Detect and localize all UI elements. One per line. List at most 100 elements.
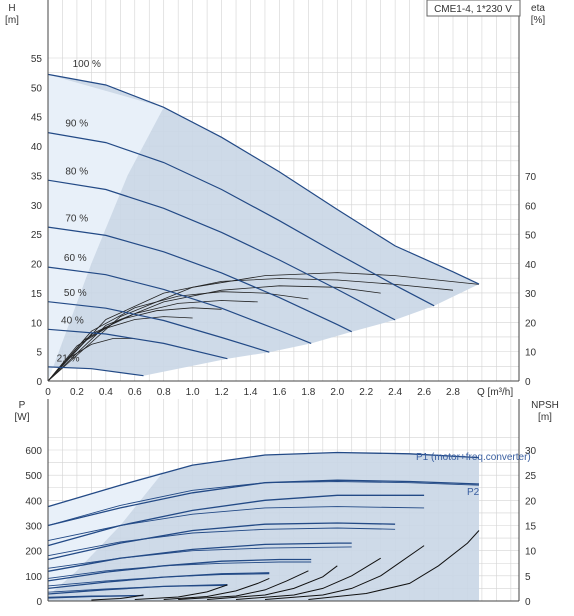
top-right-tick-label: 40 [525, 260, 537, 271]
operating-range-area [48, 74, 479, 381]
top-left-tick-label: 10 [31, 318, 43, 329]
x-tick-label: 1.4 [244, 387, 258, 398]
low-flow-zone-fill [48, 74, 164, 381]
head-curve-5 [47, 301, 270, 353]
top-left-tick-label: 30 [31, 201, 43, 212]
x-tick-label: 0.8 [157, 387, 171, 398]
x-tick-label: 1.2 [215, 387, 229, 398]
top-y-axis-label: H [8, 3, 15, 14]
npsh-curve-7 [91, 594, 144, 601]
bottom-left-tick-label: 600 [25, 446, 42, 457]
x-tick-label: 0.4 [99, 387, 113, 398]
x-tick-label: 2.6 [417, 387, 431, 398]
head-curve-1 [47, 132, 435, 307]
top-left-tick-label: 35 [31, 171, 43, 182]
bottom-right-axis-unit: [m] [538, 412, 552, 423]
top-right-tick-label: 0 [525, 377, 531, 388]
bottom-chart-marks [47, 451, 480, 601]
p1-series-label: P1 (motor+freq.converter) [416, 452, 531, 463]
operating-range-fill [48, 74, 479, 376]
speed-label-5: 50 % [64, 288, 87, 299]
bottom-right-tick-label: 15 [525, 522, 537, 533]
bottom-right-tick-label: 20 [525, 496, 537, 507]
top-right-tick-label: 70 [525, 172, 537, 183]
eta-curve-6 [47, 316, 193, 382]
head-curve-4 [47, 266, 312, 344]
top-left-tick-label: 55 [31, 54, 43, 65]
p1-curve-4 [47, 542, 352, 572]
chart-title-box [426, 0, 521, 17]
eta-curve-0 [47, 272, 480, 382]
p2-curve-2 [47, 527, 396, 557]
bottom-y-axis-unit: [W] [15, 412, 30, 423]
p1-curve-1 [47, 479, 480, 527]
npsh-curve-0 [308, 530, 480, 600]
top-left-tick-label: 5 [36, 348, 42, 359]
x-tick-label: 2.0 [330, 387, 344, 398]
npsh-curve-2 [235, 557, 381, 600]
speed-label-0: 100 % [73, 59, 101, 70]
top-right-axis-label: eta [531, 3, 545, 14]
bottom-right-tick-label: 30 [525, 446, 537, 457]
x-tick-label: 2.4 [388, 387, 402, 398]
p2-series-label: P2 [467, 487, 480, 498]
bottom-left-tick-label: 300 [25, 522, 42, 533]
bottom-left-tick-label: 400 [25, 496, 42, 507]
head-curve-6 [47, 328, 228, 360]
x-tick-label: 1.6 [272, 387, 286, 398]
chart-title: CME1-4, 1*230 V [434, 4, 512, 15]
eta-curve-7 [47, 338, 135, 382]
bottom-left-tick-label: 100 [25, 572, 42, 583]
p2-curve-3 [47, 546, 352, 569]
bottom-right-axis-label: NPSH [531, 400, 559, 411]
p1-curve-3 [47, 522, 396, 561]
top-right-tick-label: 20 [525, 318, 537, 329]
x-tick-label: 1.8 [301, 387, 315, 398]
top-left-tick-label: 25 [31, 230, 43, 241]
x-tick-label: 1.0 [186, 387, 200, 398]
p1-curve-7 [47, 583, 228, 595]
top-right-tick-label: 30 [525, 289, 537, 300]
top-chart-marks: 100 % 90 % 80 % 70 % 60 % 50 % 40 % 21 % [47, 59, 480, 382]
bottom-left-tick-label: 0 [36, 597, 42, 608]
npsh-curve-4 [178, 570, 309, 600]
bottom-right-tick-label: 25 [525, 471, 537, 482]
x-tick-label: 2.8 [446, 387, 460, 398]
head-curve-3 [47, 226, 352, 333]
head-curve-0 [47, 73, 480, 285]
bottom-right-tick-label: 10 [525, 547, 537, 558]
x-tick-label: 0.6 [128, 387, 142, 398]
p1-curve-6 [47, 572, 270, 590]
top-left-tick-label: 40 [31, 142, 43, 153]
npsh-curve-6 [134, 584, 228, 600]
top-y-axis-unit: [m] [5, 15, 19, 26]
speed-label-2: 80 % [65, 166, 88, 177]
head-curve-2 [47, 179, 396, 321]
top-right-tick-label: 60 [525, 201, 537, 212]
bottom-axes: 0 100 200 300 400 500 600 0 5 10 15 20 25 30 [25, 399, 537, 608]
x-axis-label: Q [m³/h] [477, 387, 513, 398]
eta-curve-2 [47, 285, 381, 382]
top-left-tick-label: 45 [31, 113, 43, 124]
bottom-left-tick-label: 500 [25, 471, 42, 482]
eta-curve-3 [47, 291, 309, 382]
speed-label-4: 60 % [64, 253, 87, 264]
npsh-curve-5 [163, 577, 270, 600]
top-axes: 0 0.2 0.4 0.6 0.8 1.0 1.2 1.4 1.6 1.8 2.0 2.2 2.4 2.6… [31, 0, 537, 398]
speed-label-1: 90 % [65, 119, 88, 130]
top-right-tick-label: 10 [525, 348, 537, 359]
bottom-y-axis-label: P [19, 400, 26, 411]
speed-label-7: 21 % [57, 354, 80, 365]
bottom-right-tick-label: 0 [525, 597, 531, 608]
x-tick-label: 2.2 [359, 387, 373, 398]
top-right-axis-unit: [%] [531, 15, 546, 26]
speed-label-6: 40 % [61, 315, 84, 326]
p1-curve-2 [47, 494, 425, 547]
top-right-tick-label: 50 [525, 231, 537, 242]
npsh-curve-1 [264, 545, 425, 600]
x-tick-label: 0.2 [70, 387, 84, 398]
bottom-left-tick-label: 200 [25, 547, 42, 558]
head-curve-7 [47, 366, 144, 377]
top-left-tick-label: 15 [31, 289, 43, 300]
